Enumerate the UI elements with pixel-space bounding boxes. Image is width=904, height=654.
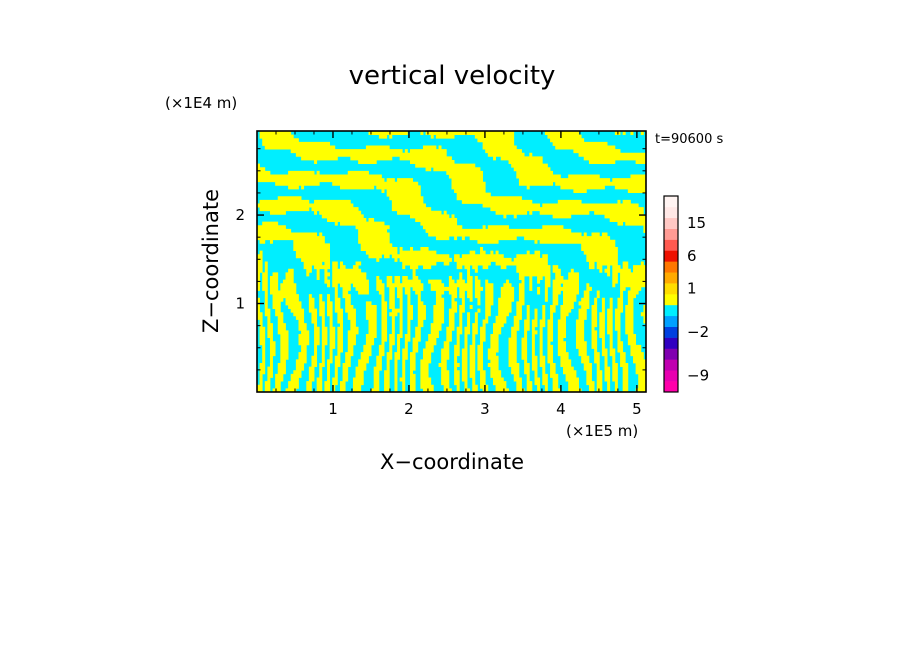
chart-title: vertical velocity: [349, 61, 556, 91]
colorbar-tick-label: 6: [687, 247, 697, 265]
colorbar-swatch: [664, 217, 678, 229]
colorbar-swatch: [664, 337, 678, 349]
velocity-field: [257, 131, 646, 392]
colorbar-swatch: [664, 370, 678, 382]
updraft-region: [257, 131, 646, 392]
x-tick-label: 3: [480, 400, 490, 418]
time-label: t=90600 s: [655, 132, 723, 147]
colorbar-swatch: [664, 294, 678, 306]
colorbar-swatch: [664, 348, 678, 360]
colorbar-swatch: [664, 239, 678, 251]
colorbar-swatch: [664, 381, 678, 393]
colorbar-frame: [663, 195, 679, 393]
colorbar-swatch: [664, 261, 678, 273]
x-axis-unit: (×1E5 m): [566, 422, 638, 440]
colorbar-swatch: [664, 315, 678, 327]
x-tick-label: 2: [404, 400, 414, 418]
x-axis-ticks: 1 2 3 4 5: [275, 131, 642, 418]
colorbar-swatch: [664, 250, 678, 262]
x-tick-label: 5: [632, 400, 642, 418]
x-axis-label: X−coordinate: [380, 450, 524, 474]
colorbar-tick-label: −2: [687, 323, 709, 341]
colorbar-tick-label: 1: [687, 280, 697, 298]
x-tick-label: 4: [556, 400, 566, 418]
colorbar-swatch: [664, 206, 678, 219]
y-tick-label: 1: [235, 295, 245, 313]
colorbar-swatch: [664, 326, 678, 338]
colorbar-swatch: [664, 359, 678, 371]
colorbar-swatch: [664, 228, 678, 240]
colorbar-swatch: [664, 304, 678, 317]
colorbar-tick-label: −9: [687, 367, 709, 385]
plot-frame: [256, 130, 647, 393]
y-axis-unit: (×1E4 m): [165, 94, 237, 112]
y-axis-ticks: 12: [235, 148, 646, 371]
colorbar: 15 6 1 −2 −9: [663, 195, 709, 393]
colorbar-tick-label: 15: [687, 214, 706, 232]
x-tick-label: 1: [328, 400, 338, 418]
colorbar-swatch: [664, 196, 678, 208]
y-axis-label: Z−coordinate: [199, 189, 223, 333]
colorbar-swatch: [664, 272, 678, 284]
colorbar-swatch: [664, 283, 678, 295]
y-tick-label: 2: [235, 206, 245, 224]
